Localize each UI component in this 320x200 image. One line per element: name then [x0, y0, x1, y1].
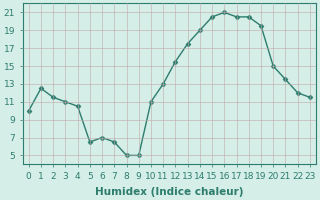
X-axis label: Humidex (Indice chaleur): Humidex (Indice chaleur): [95, 187, 244, 197]
